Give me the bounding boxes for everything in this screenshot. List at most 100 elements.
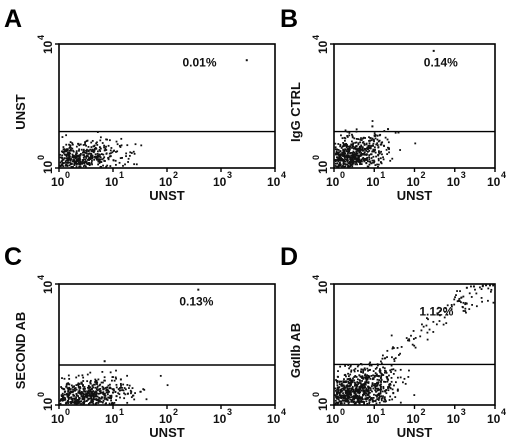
event-point: [342, 151, 345, 153]
event-point: [432, 49, 435, 52]
event-point: [389, 383, 391, 385]
event-point: [76, 402, 79, 405]
event-point: [410, 334, 412, 337]
event-point: [334, 146, 337, 149]
event-point: [399, 401, 402, 404]
y-axis-title: SECOND AB: [13, 312, 28, 390]
event-point: [77, 154, 80, 157]
event-point: [81, 397, 84, 400]
event-point: [69, 145, 72, 148]
event-point: [355, 141, 358, 144]
event-point: [379, 391, 382, 394]
event-point: [365, 375, 368, 378]
event-point: [97, 163, 100, 166]
event-point: [411, 343, 414, 346]
event-point: [427, 318, 429, 321]
event-point: [385, 370, 387, 373]
event-point: [81, 160, 84, 163]
event-point: [77, 384, 80, 387]
event-point: [358, 146, 361, 149]
event-point: [353, 160, 356, 163]
event-point: [349, 163, 352, 165]
event-point: [78, 383, 81, 385]
event-point: [337, 398, 340, 401]
event-point: [393, 384, 395, 387]
event-point: [101, 396, 104, 399]
event-point: [368, 375, 371, 378]
event-point: [366, 165, 369, 168]
event-point: [66, 149, 69, 152]
event-point: [388, 399, 391, 401]
event-point: [96, 141, 98, 144]
event-point: [119, 396, 121, 399]
event-point: [361, 160, 363, 163]
event-point: [351, 399, 354, 402]
event-point: [368, 386, 371, 389]
x-tick-label: 10: [159, 175, 173, 189]
event-point: [99, 399, 101, 402]
event-point: [87, 155, 89, 158]
event-point: [337, 151, 340, 154]
event-point: [346, 163, 349, 166]
event-point: [89, 382, 92, 385]
panel-letter: A: [4, 5, 22, 33]
event-point: [442, 323, 445, 326]
event-point: [382, 366, 384, 369]
event-point: [131, 387, 134, 390]
event-point: [360, 397, 363, 399]
event-point: [396, 376, 399, 379]
event-point: [347, 380, 349, 383]
event-point: [351, 390, 354, 393]
event-point: [360, 139, 363, 141]
event-point: [69, 396, 71, 399]
event-point: [372, 148, 375, 151]
x-tick-exponent: 4: [281, 407, 286, 417]
event-point: [347, 392, 350, 394]
event-point: [77, 142, 79, 145]
event-point: [367, 396, 370, 399]
event-point: [348, 148, 351, 151]
event-point: [115, 369, 117, 372]
event-point: [67, 159, 70, 162]
event-point: [359, 397, 362, 399]
event-point: [63, 153, 66, 156]
event-point: [90, 161, 93, 164]
event-point: [459, 290, 461, 293]
event-point: [351, 133, 353, 136]
event-point: [360, 153, 363, 155]
event-point: [103, 144, 106, 147]
event-point: [352, 150, 355, 153]
event-point: [359, 141, 361, 144]
event-point: [374, 400, 377, 403]
event-point: [342, 143, 345, 146]
event-point: [400, 346, 403, 348]
x-tick-label: 10: [213, 175, 227, 189]
event-point: [95, 142, 97, 145]
event-point: [93, 393, 96, 395]
event-point: [351, 387, 354, 390]
event-point: [337, 143, 340, 145]
event-point: [384, 390, 386, 392]
event-point: [383, 398, 386, 401]
event-point: [370, 153, 372, 156]
event-point: [72, 155, 74, 157]
event-point: [78, 148, 81, 151]
event-point: [92, 396, 95, 399]
event-point: [373, 393, 375, 396]
event-point: [65, 385, 68, 388]
event-point: [90, 141, 93, 144]
event-point: [349, 158, 351, 160]
event-point: [380, 374, 383, 377]
event-point: [492, 284, 495, 287]
event-point: [105, 397, 108, 400]
event-point: [101, 370, 104, 373]
event-point: [361, 380, 363, 382]
event-point: [364, 381, 366, 384]
y-tick-label: 10: [316, 397, 330, 411]
x-tick-label: 10: [487, 175, 501, 189]
event-point: [345, 380, 348, 383]
event-point: [349, 382, 352, 385]
event-point: [357, 364, 360, 367]
event-point: [91, 156, 94, 159]
event-point: [356, 378, 359, 381]
